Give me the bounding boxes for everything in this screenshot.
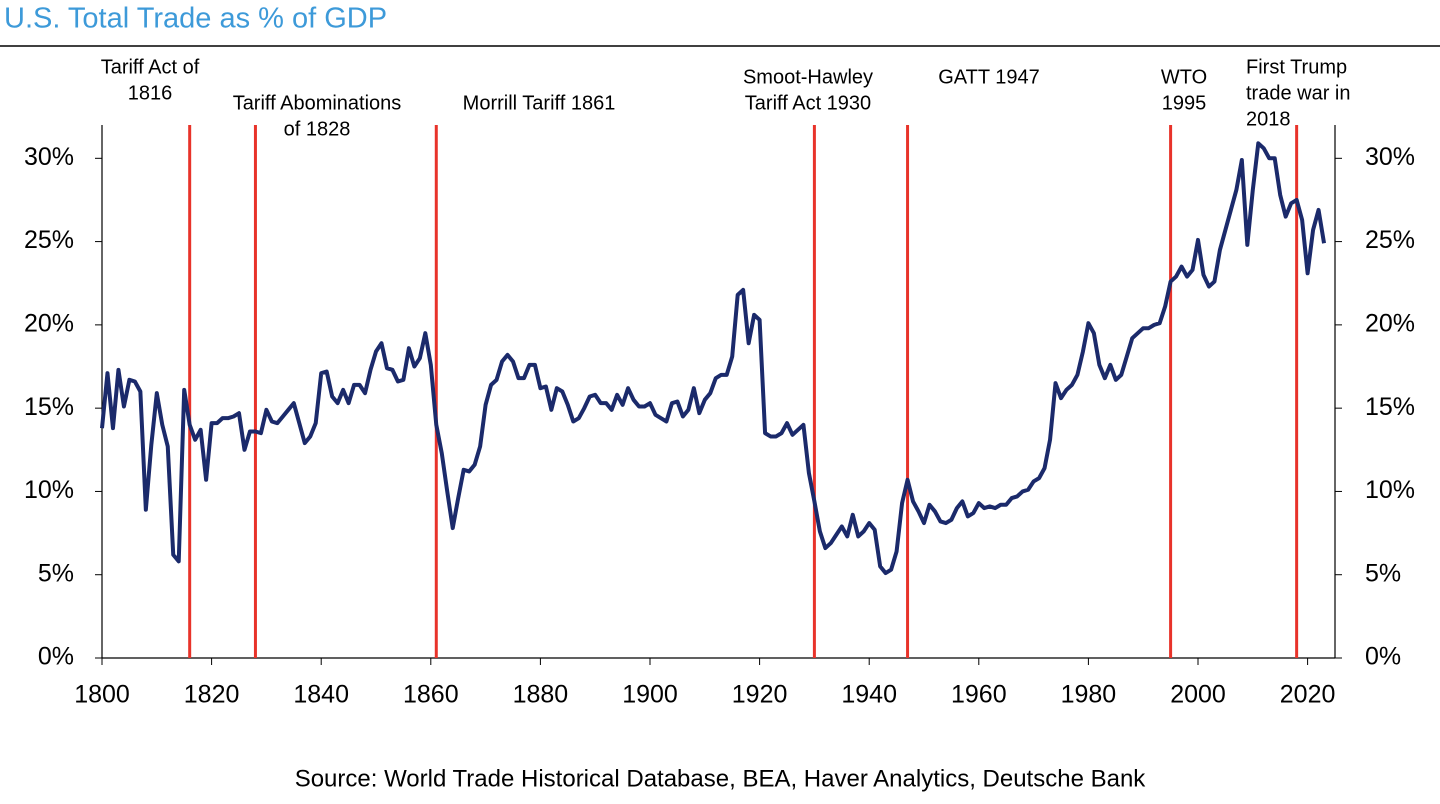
event-label: 2018 [1246, 108, 1291, 130]
y-tick-label: 10% [24, 476, 74, 504]
x-tick-label: 1940 [841, 681, 897, 709]
y-tick-label: 0% [38, 643, 74, 671]
x-tick-label: 1880 [513, 681, 569, 709]
event-label: WTO [1161, 66, 1207, 88]
y2-tick-label: 15% [1365, 393, 1415, 421]
event-label: 1816 [128, 82, 173, 104]
event-label: 1995 [1162, 92, 1207, 114]
y-tick-label: 20% [24, 309, 74, 337]
x-tick-label: 1900 [622, 681, 678, 709]
x-tick-label: 1820 [184, 681, 240, 709]
x-tick-label: 1840 [293, 681, 349, 709]
y2-tick-label: 10% [1365, 476, 1415, 504]
chart-title: U.S. Total Trade as % of GDP [4, 3, 387, 35]
y2-tick-label: 0% [1365, 643, 1401, 671]
y-tick-label: 30% [24, 143, 74, 171]
x-tick-label: 1960 [951, 681, 1007, 709]
event-label: Morrill Tariff 1861 [463, 92, 616, 114]
x-tick-label: 1980 [1061, 681, 1117, 709]
event-label: Tariff Act 1930 [745, 92, 871, 114]
x-tick-label: 2020 [1280, 681, 1336, 709]
y2-tick-label: 20% [1365, 309, 1415, 337]
x-tick-label: 1860 [403, 681, 459, 709]
y-tick-label: 15% [24, 393, 74, 421]
y2-tick-label: 5% [1365, 559, 1401, 587]
y-tick-label: 25% [24, 226, 74, 254]
event-label: Tariff Act of [101, 56, 200, 78]
event-label: Tariff Abominations [233, 92, 402, 114]
y-tick-label: 5% [38, 559, 74, 587]
event-label: First Trump [1246, 56, 1347, 78]
event-label: trade war in [1246, 82, 1351, 104]
y2-tick-label: 30% [1365, 143, 1415, 171]
event-label: Smoot-Hawley [743, 66, 873, 88]
x-tick-label: 2000 [1170, 681, 1226, 709]
y2-tick-label: 25% [1365, 226, 1415, 254]
event-label: of 1828 [284, 118, 351, 140]
event-label: GATT 1947 [938, 66, 1040, 88]
x-tick-label: 1920 [732, 681, 788, 709]
source-note: Source: World Trade Historical Database,… [295, 765, 1147, 792]
data-line [100, 141, 1327, 576]
x-tick-label: 1800 [74, 681, 130, 709]
